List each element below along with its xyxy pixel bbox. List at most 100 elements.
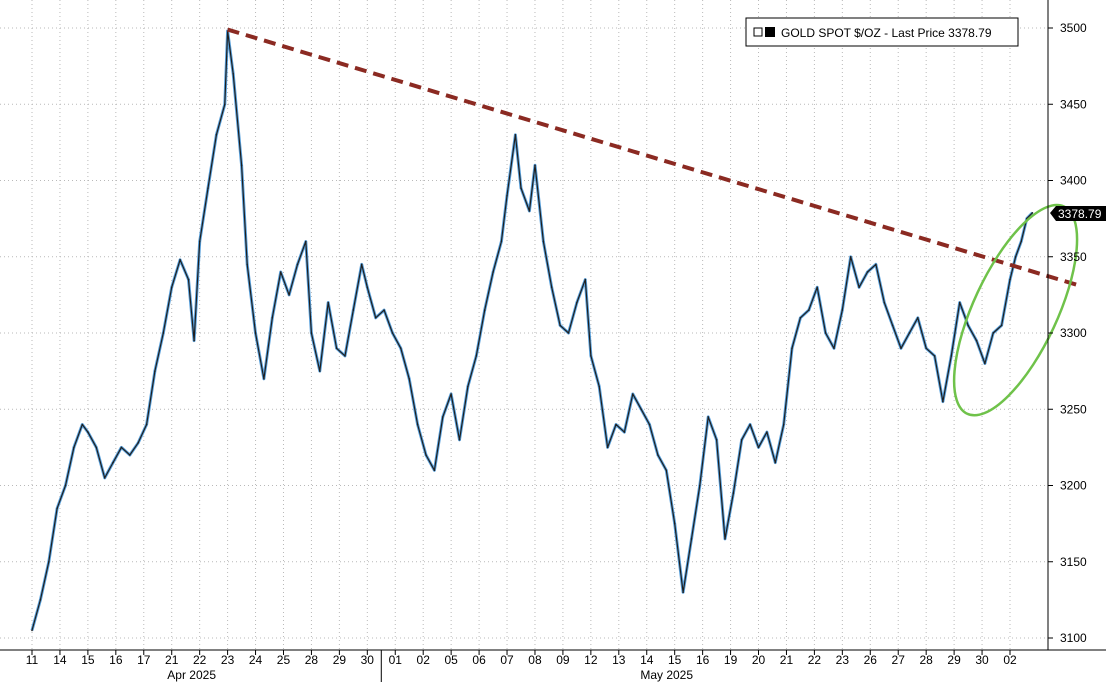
legend-swatch <box>765 27 775 37</box>
x-tick-label: 16 <box>109 653 123 667</box>
last-price-label: 3378.79 <box>1058 207 1102 221</box>
series-point <box>310 332 313 334</box>
series-point <box>1000 324 1003 327</box>
series-point <box>824 332 827 334</box>
series-point <box>246 263 248 266</box>
series-point <box>816 286 818 289</box>
series-point <box>833 347 835 350</box>
series-point <box>841 309 844 311</box>
series-point <box>1031 212 1034 214</box>
series-point <box>550 286 553 289</box>
x-tick-label: 22 <box>193 653 207 667</box>
series-point <box>883 301 886 304</box>
series-point <box>542 240 545 243</box>
x-tick-label: 01 <box>389 653 403 667</box>
series-point <box>967 324 969 327</box>
series-point <box>849 255 852 258</box>
y-tick-label: 3150 <box>1060 555 1087 569</box>
series-point <box>528 210 531 212</box>
series-point <box>48 561 50 563</box>
series-point <box>891 324 894 327</box>
series-point <box>808 309 810 311</box>
legend: GOLD SPOT $/OZ - Last Price 3378.79 <box>745 17 1019 47</box>
legend-toggle-icon[interactable] <box>753 27 763 37</box>
series-point <box>179 259 181 261</box>
series-point <box>984 362 986 365</box>
x-tick-label: 19 <box>724 653 738 667</box>
series-point <box>442 416 444 418</box>
series-point <box>1014 255 1017 258</box>
series-point <box>1009 278 1011 281</box>
series-point <box>433 469 436 472</box>
series-point <box>87 431 89 433</box>
series-point <box>56 507 58 510</box>
x-tick-label: 16 <box>696 653 710 667</box>
series-point <box>467 385 469 388</box>
series-point <box>900 347 902 350</box>
series-point <box>866 271 869 273</box>
series-point <box>319 370 321 372</box>
price-series <box>30 29 1034 632</box>
series-point <box>506 195 508 197</box>
series-point <box>215 134 218 136</box>
x-tick-label: 25 <box>277 653 291 667</box>
series-point <box>559 324 561 327</box>
x-tick-label: 23 <box>221 653 235 667</box>
legend-box <box>745 17 1019 47</box>
series-point <box>757 446 760 449</box>
x-tick-label: 20 <box>752 653 766 667</box>
x-tick-label: 09 <box>556 653 570 667</box>
series-point <box>665 469 668 472</box>
x-tick-label: 21 <box>165 653 179 667</box>
x-tick-label: 14 <box>640 653 654 667</box>
series-point <box>567 332 570 334</box>
series-point <box>170 286 173 289</box>
series-point <box>240 164 243 167</box>
y-tick-label: 3200 <box>1060 479 1087 493</box>
series-point <box>774 461 777 464</box>
x-tick-label: 24 <box>249 653 263 667</box>
series-point <box>699 484 701 487</box>
series-point <box>145 423 148 426</box>
series-point <box>534 164 536 167</box>
y-tick-label: 3250 <box>1060 402 1087 416</box>
series-point <box>383 309 385 311</box>
series-line <box>31 30 1033 631</box>
series-point <box>279 271 282 273</box>
series-point <box>335 347 338 350</box>
series-point <box>590 355 592 357</box>
series-point <box>724 538 726 540</box>
month-label: May 2025 <box>640 668 693 682</box>
x-tick-label: 02 <box>417 653 431 667</box>
series-point <box>584 278 587 281</box>
series-point <box>408 378 411 380</box>
x-tick-label: 15 <box>81 653 95 667</box>
series-point <box>207 187 209 189</box>
x-tick-label: 30 <box>361 653 375 667</box>
x-tick-label: 15 <box>668 653 682 667</box>
series-point <box>103 477 106 479</box>
series-point <box>598 385 600 388</box>
series-point <box>782 423 785 426</box>
series-point <box>458 439 461 441</box>
x-tick-label: 11 <box>26 653 39 667</box>
x-tick-label: 17 <box>137 653 151 667</box>
series-point <box>112 461 114 464</box>
annotations <box>227 27 1081 417</box>
x-tick-label: 29 <box>333 653 347 667</box>
highlight-ellipse <box>952 203 1079 417</box>
x-tick-label: 27 <box>892 653 906 667</box>
series-point <box>366 286 369 289</box>
series-point <box>492 271 494 273</box>
x-tick-label: 08 <box>528 653 542 667</box>
series-point <box>933 355 936 357</box>
series-point <box>263 378 265 380</box>
x-tick-label: 02 <box>1003 653 1017 667</box>
series-point <box>576 301 578 304</box>
series-point <box>64 484 67 487</box>
x-tick-label: 07 <box>500 653 514 667</box>
series-point <box>154 370 156 372</box>
series-point <box>749 423 751 426</box>
series-point <box>162 332 165 334</box>
